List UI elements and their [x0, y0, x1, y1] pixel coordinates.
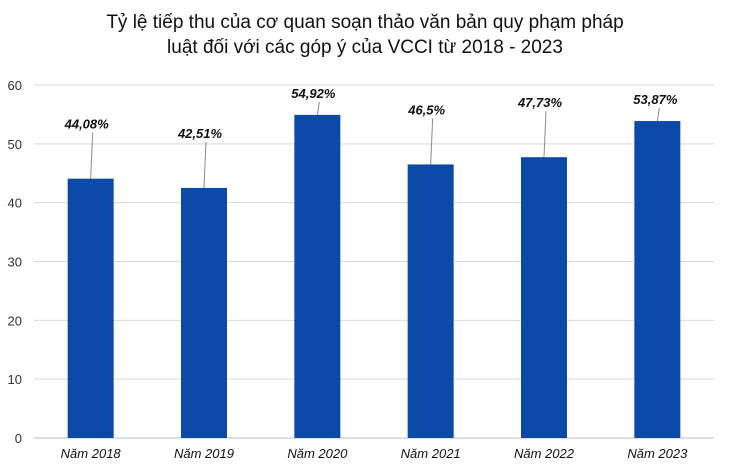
- leader-line-5: [543, 111, 547, 158]
- data-label-4: 46,5%: [407, 102, 445, 117]
- data-label-3: 54,92%: [291, 86, 336, 101]
- x-tick-label-6: Năm 2023: [627, 446, 688, 461]
- bars: [67, 114, 681, 439]
- chart-title-line-1: Tỷ lệ tiếp thu của cơ quan soạn thảo văn…: [106, 12, 624, 33]
- data-label-1: 44,08%: [64, 117, 110, 132]
- y-tick-label: 50: [8, 137, 22, 152]
- y-tick-label: 30: [8, 255, 22, 270]
- y-axis: 0 10 20 30 40 50 60: [8, 78, 22, 446]
- bar-2: [181, 187, 227, 438]
- bar-5: [521, 157, 567, 438]
- label-leader-lines: [90, 101, 660, 188]
- bar-4: [407, 164, 454, 439]
- x-tick-label-3: Năm 2020: [287, 446, 348, 461]
- data-label-2: 42,51%: [177, 126, 223, 141]
- x-axis: Năm 2018 Năm 2019 Năm 2020 Năm 2021 Năm 2022…: [61, 446, 688, 461]
- gridlines: [34, 84, 714, 439]
- data-label-5: 47,73%: [517, 95, 563, 110]
- x-tick-label-5: Năm 2022: [514, 446, 575, 461]
- y-tick-label: 20: [8, 313, 22, 328]
- chart-title: Tỷ lệ tiếp thu của cơ quan soạn thảo văn…: [0, 10, 730, 60]
- bar-6: [634, 121, 681, 439]
- data-label-6: 53,87%: [633, 92, 678, 107]
- leader-line-6: [656, 107, 660, 122]
- leader-line-4: [430, 118, 434, 165]
- y-tick-label: 40: [8, 196, 22, 211]
- leader-line-1: [90, 132, 94, 179]
- y-tick-label: 0: [15, 431, 22, 446]
- chart-title-line-2: luật đối với các góp ý của VCCI từ 2018 …: [167, 37, 563, 58]
- bar-3: [294, 114, 341, 439]
- leader-line-3: [316, 101, 320, 115]
- data-labels: 44,08% 42,51% 54,92% 46,5% 47,73% 53,87%: [64, 86, 678, 141]
- leader-line-2: [203, 141, 207, 188]
- y-tick-label: 10: [8, 372, 22, 387]
- x-tick-label-2: Năm 2019: [174, 446, 234, 461]
- x-tick-label-4: Năm 2021: [401, 446, 461, 461]
- bar-1: [67, 178, 114, 439]
- x-tick-label-1: Năm 2018: [61, 446, 122, 461]
- y-tick-label: 60: [8, 78, 22, 93]
